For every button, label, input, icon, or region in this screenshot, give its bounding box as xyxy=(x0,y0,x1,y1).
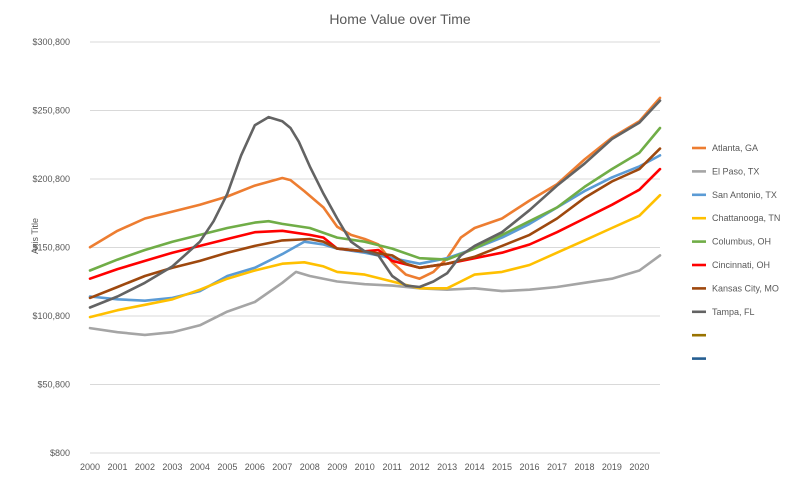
series-lines xyxy=(88,96,662,337)
y-axis-title: Axis Title xyxy=(30,218,40,254)
x-tick-label: 2006 xyxy=(245,462,265,472)
series-line-3 xyxy=(88,193,662,319)
x-tick-label: 2009 xyxy=(327,462,347,472)
x-tick-label: 2004 xyxy=(190,462,210,472)
legend-label: El Paso, TX xyxy=(712,166,759,176)
x-tick-label: 2008 xyxy=(300,462,320,472)
y-axis-ticks: $300,800 $250,800 $200,800 $150,800 $100,800… xyxy=(32,37,70,458)
legend-label: Tampa, FL xyxy=(712,307,755,317)
series-line-4 xyxy=(88,126,662,272)
y-tick-label: $200,800 xyxy=(32,174,70,184)
chart-title: Home Value over Time xyxy=(329,11,471,27)
legend-label: Chattanooga, TN xyxy=(712,213,780,223)
legend-label: Kansas City, MO xyxy=(712,283,779,293)
x-tick-label: 2015 xyxy=(492,462,512,472)
series-line-6 xyxy=(88,147,662,300)
x-tick-label: 2002 xyxy=(135,462,155,472)
y-tick-label: $150,800 xyxy=(32,243,70,253)
series-line-1 xyxy=(88,254,662,337)
y-tick-label: $50,800 xyxy=(37,380,70,390)
y-tick-label: $100,800 xyxy=(32,311,70,321)
x-tick-label: 2012 xyxy=(410,462,430,472)
x-tick-label: 2001 xyxy=(107,462,127,472)
y-tick-label: $800 xyxy=(50,448,70,458)
x-tick-label: 2007 xyxy=(272,462,292,472)
x-tick-label: 2000 xyxy=(80,462,100,472)
x-tick-label: 2003 xyxy=(162,462,182,472)
legend-label: Columbus, OH xyxy=(712,237,771,247)
x-tick-label: 2013 xyxy=(437,462,457,472)
legend-label: Atlanta, GA xyxy=(712,143,758,153)
x-tick-label: 2011 xyxy=(382,462,401,472)
legend-label: San Antonio, TX xyxy=(712,190,777,200)
y-tick-label: $300,800 xyxy=(32,37,70,47)
x-tick-label: 2019 xyxy=(602,462,622,472)
x-tick-label: 2014 xyxy=(465,462,485,472)
x-tick-label: 2018 xyxy=(574,462,594,472)
legend: Atlanta, GA El Paso, TX San Antonio, TX Cha… xyxy=(692,143,780,360)
y-tick-label: $250,800 xyxy=(32,106,70,116)
x-axis-ticks: 2000 2001 2002 2003 2004 2005 2006 2007 2008 2009… xyxy=(80,462,649,472)
series-line-7 xyxy=(88,99,662,309)
x-tick-label: 2016 xyxy=(520,462,540,472)
x-tick-label: 2010 xyxy=(355,462,375,472)
x-tick-label: 2020 xyxy=(629,462,649,472)
x-tick-label: 2017 xyxy=(547,462,567,472)
x-tick-label: 2005 xyxy=(217,462,237,472)
legend-label: Cincinnati, OH xyxy=(712,260,770,270)
